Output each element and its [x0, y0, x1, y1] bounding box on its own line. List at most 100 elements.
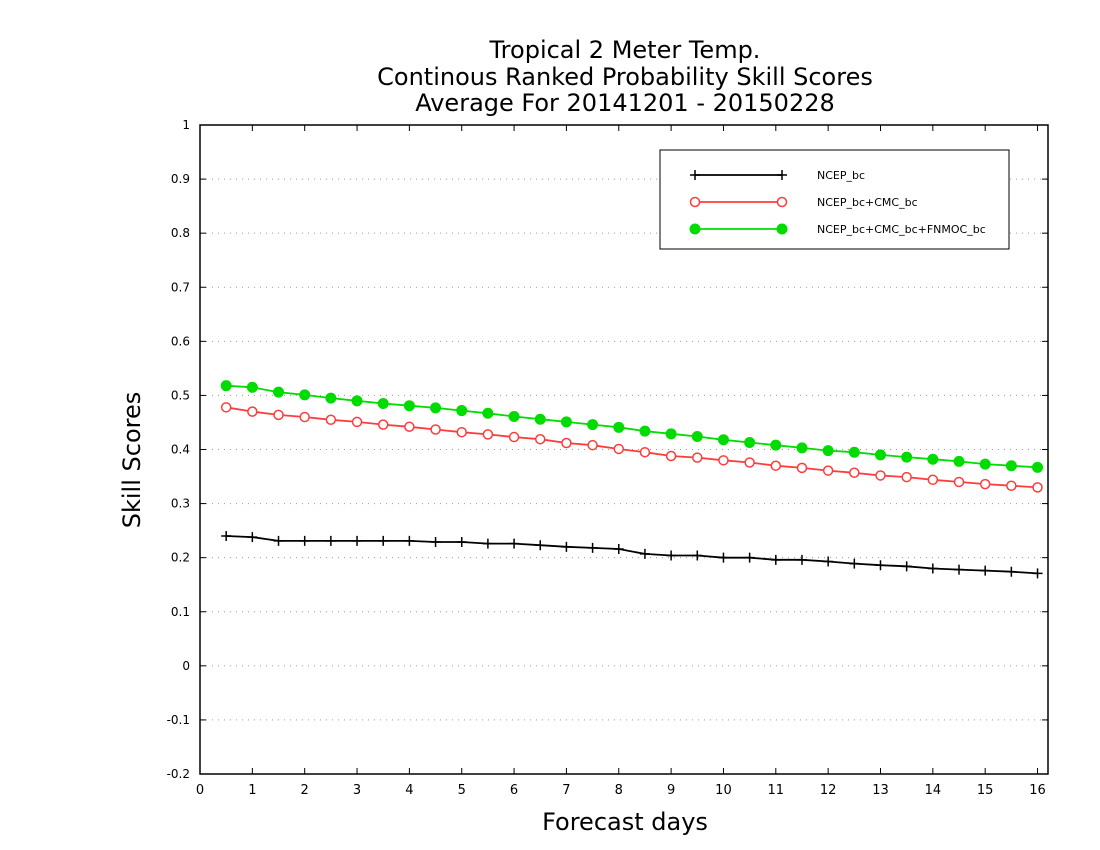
series-3-point — [220, 380, 232, 392]
series-2-point — [1006, 480, 1017, 491]
y-tick-label: 0.6 — [171, 334, 190, 348]
series-1-point — [299, 535, 310, 546]
series-2-point — [796, 462, 808, 474]
series-1-point — [535, 540, 546, 551]
series-1-point — [404, 535, 415, 546]
series-1-point — [954, 564, 965, 575]
legend-entry-2: NCEP_bc+CMC_bc — [817, 196, 918, 209]
series-3-point — [1032, 461, 1044, 473]
series-3-point — [246, 381, 258, 393]
series-2-point — [534, 433, 546, 445]
series-2-point — [901, 471, 912, 483]
series-1-point — [875, 560, 886, 571]
x-tick-label: 5 — [458, 783, 466, 798]
series-1-point — [430, 536, 441, 547]
series-2-point — [875, 470, 886, 481]
y-tick-label: 0.9 — [171, 172, 190, 186]
series-2-point — [273, 409, 284, 421]
legend-entry-3: NCEP_bc+CMC_bc+FNMOC_bc — [817, 223, 986, 236]
series-3-point — [979, 458, 991, 470]
series-2-point — [639, 446, 651, 458]
legend-marker — [777, 170, 787, 180]
series-2-point — [220, 402, 232, 413]
x-tick-label: 1 — [248, 783, 256, 798]
series-2-point — [247, 406, 258, 417]
y-tick-label: -0.2 — [167, 767, 190, 781]
series-1-point — [744, 552, 755, 563]
x-tick-label: 12 — [820, 783, 837, 798]
series-3-point — [691, 431, 703, 443]
series-1-point — [796, 554, 807, 565]
series-2-point — [351, 416, 363, 428]
series-1-point — [378, 535, 389, 546]
series-1-point — [901, 561, 912, 572]
chart-title-line-2: Continous Ranked Probability Skill Score… — [377, 63, 873, 91]
series-1-point — [823, 556, 834, 567]
series-2-point — [979, 478, 991, 490]
series-2-point — [613, 443, 625, 455]
y-tick-label: 0.8 — [171, 226, 190, 240]
series-3-point — [874, 449, 886, 461]
series-2-point — [1032, 482, 1043, 493]
series-3-point — [351, 395, 363, 407]
series-3-point — [508, 411, 520, 423]
y-tick-label: 0.3 — [171, 497, 190, 511]
series-2-point — [456, 426, 467, 438]
series-1-point — [587, 542, 598, 553]
series-2-point — [587, 439, 598, 451]
legend-box — [659, 149, 1010, 250]
series-3-point — [665, 428, 677, 440]
y-tick-label: 0.1 — [171, 605, 190, 619]
series-3-point — [639, 425, 651, 437]
series-3-point — [587, 419, 599, 431]
series-1-point — [509, 538, 520, 549]
x-tick-label: 2 — [301, 783, 309, 798]
series-2-point — [508, 431, 520, 443]
series-1-point — [980, 565, 991, 576]
series-line-2 — [226, 406, 1038, 489]
y-tick-label: 0.4 — [171, 443, 190, 457]
series-1-point — [718, 552, 729, 563]
series-3-point — [325, 392, 337, 404]
y-tick-label: 0 — [182, 659, 190, 673]
x-axis-label: Forecast days — [542, 808, 708, 836]
chart-title-line-1: Tropical 2 Meter Temp. — [489, 36, 761, 64]
x-tick-label: 13 — [872, 783, 889, 798]
series-3-point — [430, 402, 442, 414]
series-line-3 — [226, 384, 1038, 469]
series-2-point — [953, 476, 965, 488]
x-tick-label: 15 — [977, 783, 994, 798]
series-2-point — [430, 424, 441, 435]
series-1-point — [613, 544, 624, 555]
chart-title-line-3: Average For 20141201 - 20150228 — [415, 89, 835, 117]
series-1-point — [456, 536, 467, 547]
legend-marker — [690, 170, 700, 180]
series-2-point — [482, 429, 494, 440]
y-tick-label: 0.2 — [171, 551, 190, 565]
x-tick-label: 14 — [925, 783, 942, 798]
y-tick-label: -0.1 — [167, 713, 190, 727]
y-tick-label: 0.7 — [171, 280, 190, 294]
series-3-point — [560, 416, 572, 428]
series-2-point — [665, 450, 677, 462]
series-2-point — [770, 460, 782, 471]
series-1-point — [1032, 568, 1043, 579]
series-3-point — [613, 421, 625, 433]
series-2-point — [927, 474, 939, 486]
series-3-point — [1005, 460, 1017, 472]
series-1-point — [325, 535, 336, 546]
series-3-point — [299, 389, 311, 401]
legend-marker — [689, 223, 701, 235]
legend-marker — [689, 196, 701, 208]
series-2-point — [377, 419, 389, 430]
series-3-point — [403, 400, 415, 412]
series-line-1 — [226, 535, 1038, 575]
legend-entry-1: NCEP_bc — [817, 169, 865, 182]
series-2-point — [404, 421, 415, 433]
series-2-point — [692, 452, 703, 463]
series-1-point — [482, 538, 493, 549]
series-3-point — [744, 436, 756, 448]
series-2-point — [325, 414, 337, 426]
